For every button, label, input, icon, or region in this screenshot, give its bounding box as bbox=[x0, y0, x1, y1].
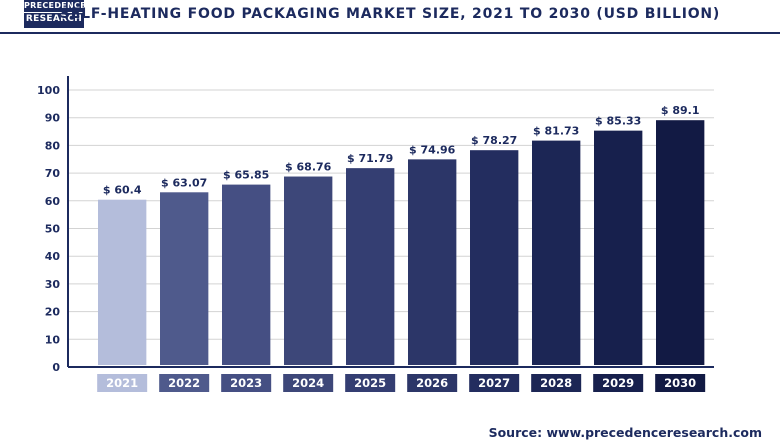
x-tick-label-2028: 2028 bbox=[540, 376, 572, 390]
bar-2021 bbox=[98, 199, 147, 365]
bar-2023 bbox=[222, 184, 271, 365]
x-tick-label-2029: 2029 bbox=[602, 376, 634, 390]
category-box-2029 bbox=[593, 374, 644, 392]
bar-2028 bbox=[532, 140, 581, 365]
bar-2022 bbox=[160, 192, 209, 365]
category-box-2021 bbox=[97, 374, 148, 392]
data-label-2024: $ 68.76 bbox=[285, 161, 332, 174]
bar-2024 bbox=[284, 176, 333, 365]
y-tick-label: 80 bbox=[45, 139, 61, 152]
x-tick-label-2021: 2021 bbox=[106, 376, 138, 390]
data-label-2027: $ 78.27 bbox=[471, 134, 517, 147]
data-label-2023: $ 65.85 bbox=[223, 169, 269, 182]
category-box-2028 bbox=[531, 374, 582, 392]
bar-2026 bbox=[408, 159, 457, 365]
y-tick-label: 40 bbox=[45, 250, 61, 263]
category-box-2025 bbox=[345, 374, 396, 392]
category-box-2024 bbox=[283, 374, 334, 392]
x-tick-label-2030: 2030 bbox=[664, 376, 696, 390]
y-tick-label: 30 bbox=[45, 278, 61, 291]
bar-2029 bbox=[594, 130, 643, 365]
data-label-2021: $ 60.4 bbox=[103, 184, 142, 197]
x-tick-label-2025: 2025 bbox=[354, 376, 386, 390]
data-label-2026: $ 74.96 bbox=[409, 143, 456, 156]
logo-line-1: PRECEDENCE bbox=[24, 1, 86, 10]
x-tick-label-2022: 2022 bbox=[168, 376, 200, 390]
header-band bbox=[0, 0, 780, 34]
y-tick-label: 90 bbox=[45, 112, 61, 125]
bar-2025 bbox=[346, 168, 395, 365]
category-box-2023 bbox=[221, 374, 272, 392]
data-label-2030: $ 89.1 bbox=[661, 104, 700, 117]
data-label-2025: $ 71.79 bbox=[347, 152, 393, 165]
bar-2030 bbox=[656, 120, 705, 366]
category-box-2022 bbox=[159, 374, 210, 392]
source-text: Source: www.precedenceresearch.com bbox=[488, 425, 762, 440]
y-tick-label: 20 bbox=[45, 306, 61, 319]
y-tick-label: 10 bbox=[45, 333, 61, 346]
data-label-2028: $ 81.73 bbox=[533, 125, 579, 138]
logo-line-2: RESEARCH bbox=[24, 12, 84, 24]
y-tick-label: 50 bbox=[45, 223, 61, 236]
y-tick-label: 100 bbox=[37, 84, 60, 97]
y-tick-label: 0 bbox=[52, 361, 60, 374]
y-tick-label: 60 bbox=[45, 195, 61, 208]
x-tick-label-2027: 2027 bbox=[478, 376, 510, 390]
data-label-2029: $ 85.33 bbox=[595, 115, 641, 128]
data-label-2022: $ 63.07 bbox=[161, 176, 207, 189]
x-tick-label-2024: 2024 bbox=[292, 376, 324, 390]
precedence-research-logo: PRECEDENCE RESEARCH bbox=[24, 0, 86, 28]
bar-2027 bbox=[470, 150, 519, 365]
x-tick-label-2023: 2023 bbox=[230, 376, 262, 390]
category-box-2026 bbox=[407, 374, 458, 392]
y-tick-label: 70 bbox=[45, 167, 61, 180]
x-tick-label-2026: 2026 bbox=[416, 376, 448, 390]
plot-area: 0 10 20 30 40 50 60 70 80 90 100 $ 60.4 2021 $ 63.07 2… bbox=[0, 36, 780, 402]
category-box-2030 bbox=[655, 374, 706, 392]
category-box-2027 bbox=[469, 374, 520, 392]
chart-title: SELF-HEATING FOOD PACKAGING MARKET SIZE,… bbox=[59, 6, 721, 22]
